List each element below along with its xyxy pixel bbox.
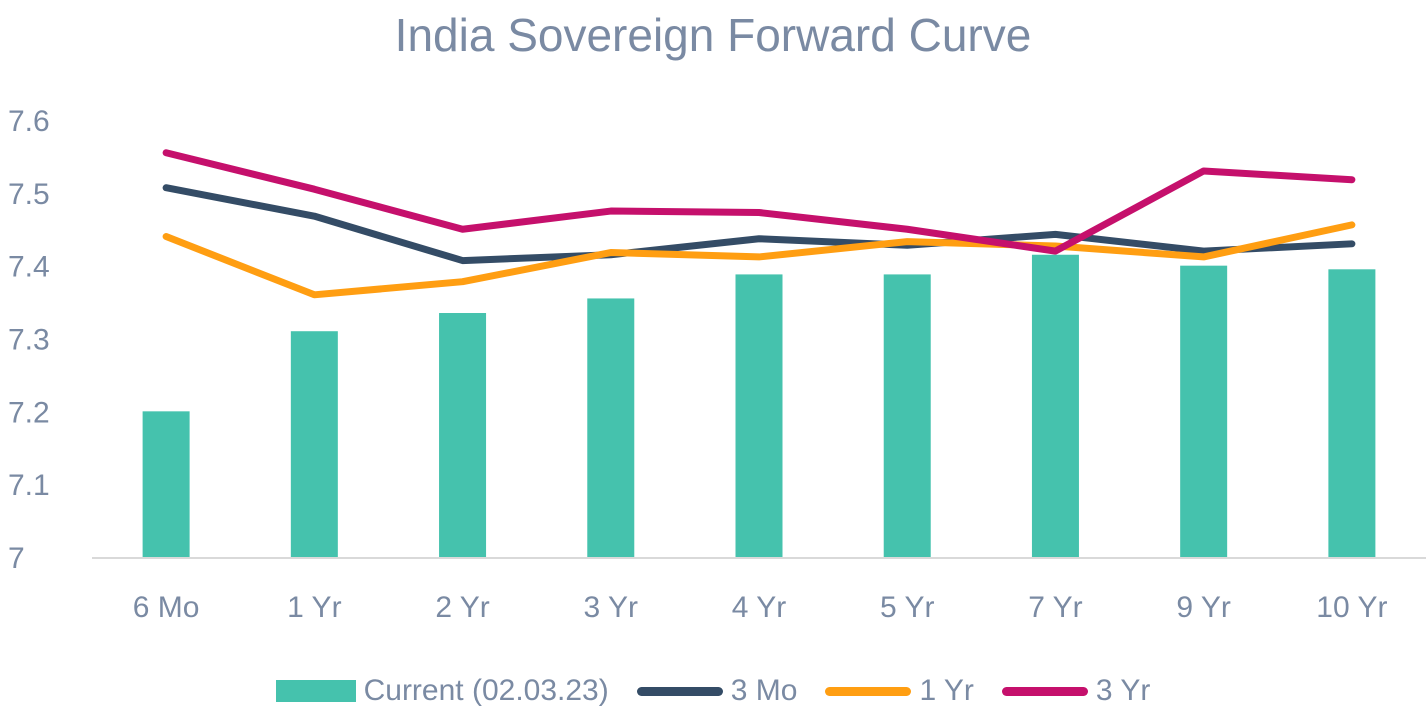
bar-current bbox=[735, 274, 783, 557]
legend-label: 1 Yr bbox=[919, 674, 974, 707]
bar-current bbox=[1328, 269, 1376, 557]
x-tick-label: 5 Yr bbox=[880, 591, 934, 624]
x-tick-label: 9 Yr bbox=[1176, 591, 1230, 624]
legend-item: 3 Yr bbox=[1001, 674, 1151, 708]
x-tick-label: 10 Yr bbox=[1316, 591, 1387, 624]
x-tick-label: 4 Yr bbox=[732, 591, 786, 624]
legend-item: 3 Mo bbox=[636, 674, 798, 708]
bar-current bbox=[883, 274, 931, 557]
y-tick-label: 7.1 bbox=[8, 469, 50, 502]
legend: Current (02.03.23) 3 Mo 1 Yr 3 Yr bbox=[0, 670, 1426, 712]
line-1-yr bbox=[162, 221, 1356, 299]
x-tick-label: 1 Yr bbox=[287, 591, 341, 624]
x-tick-label: 3 Yr bbox=[584, 591, 638, 624]
y-tick-label: 7 bbox=[8, 542, 25, 575]
line-3-yr bbox=[162, 149, 1356, 255]
y-tick-label: 7.3 bbox=[8, 324, 50, 357]
y-tick-label: 7.2 bbox=[8, 396, 50, 429]
chart-title: India Sovereign Forward Curve bbox=[394, 9, 1032, 61]
y-tick-label: 7.5 bbox=[8, 178, 50, 211]
legend-swatch bbox=[275, 680, 356, 702]
bar-current bbox=[1180, 265, 1228, 557]
x-tick-label: 7 Yr bbox=[1028, 591, 1082, 624]
y-tick-label: 7.4 bbox=[8, 251, 50, 284]
legend-label: 3 Yr bbox=[1095, 674, 1151, 707]
y-tick-label: 7.6 bbox=[8, 105, 50, 138]
x-tick-label: 2 Yr bbox=[435, 591, 489, 624]
bar-current bbox=[1031, 254, 1079, 557]
bar-current bbox=[587, 298, 635, 557]
legend-item: Current (02.03.23) bbox=[275, 674, 609, 708]
legend-label: Current (02.03.23) bbox=[363, 674, 609, 707]
x-tick-label: 6 Mo bbox=[133, 591, 200, 624]
legend-swatch bbox=[1001, 686, 1088, 696]
legend-swatch bbox=[636, 686, 723, 696]
bar-current bbox=[439, 313, 487, 557]
legend-label: 3 Mo bbox=[730, 674, 798, 707]
legend-swatch bbox=[825, 686, 912, 696]
line-3-mo bbox=[162, 184, 1356, 265]
bar-current bbox=[290, 331, 338, 557]
legend-item: 1 Yr bbox=[825, 674, 974, 708]
bar-current bbox=[142, 411, 190, 557]
